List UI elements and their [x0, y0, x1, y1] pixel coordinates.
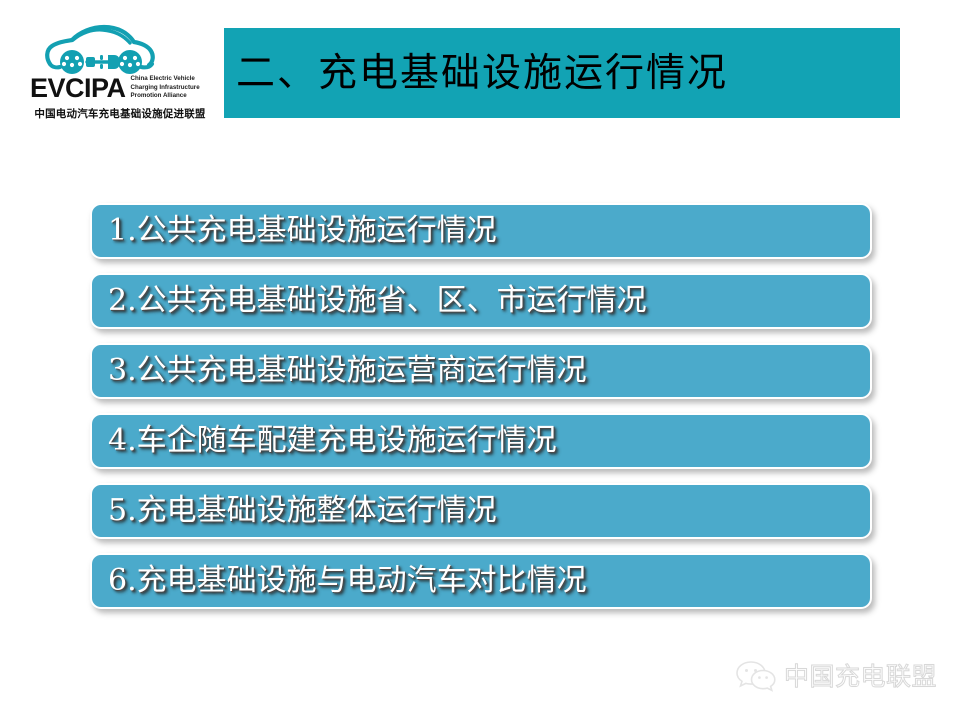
logo-wordmark: EVCIPA China Electric Vehicle Charging I…	[30, 74, 210, 102]
agenda-item-6[interactable]: 6.充电基础设施与电动汽车对比情况	[90, 553, 872, 609]
agenda-item-label: 4.车企随车配建充电设施运行情况	[108, 423, 557, 458]
agenda-item-label: 6.充电基础设施与电动汽车对比情况	[108, 563, 587, 598]
logo-subtitle-chinese: 中国电动汽车充电基础设施促进联盟	[34, 108, 206, 120]
agenda-item-label: 5.充电基础设施整体运行情况	[108, 493, 497, 528]
agenda-item-4[interactable]: 4.车企随车配建充电设施运行情况	[90, 413, 872, 469]
agenda-item-label: 1.公共充电基础设施运行情况	[108, 213, 497, 248]
agenda-item-3[interactable]: 3.公共充电基础设施运营商运行情况	[90, 343, 872, 399]
page-title: 二、充电基础设施运行情况	[236, 50, 729, 96]
title-bar: 二、充电基础设施运行情况	[224, 28, 900, 118]
watermark-text: 中国充电联盟	[783, 661, 938, 691]
wechat-icon	[735, 658, 779, 694]
brand-logo: EVCIPA China Electric Vehicle Charging I…	[30, 24, 210, 126]
agenda-item-label: 3.公共充电基础设施运营商运行情况	[108, 353, 587, 388]
agenda-item-label: 2.公共充电基础设施省、区、市运行情况	[108, 283, 647, 318]
agenda-item-2[interactable]: 2.公共充电基础设施省、区、市运行情况	[90, 273, 872, 329]
agenda-list: 1.公共充电基础设施运行情况 2.公共充电基础设施省、区、市运行情况 3.公共充…	[90, 203, 872, 623]
logo-wordmark-text: EVCIPA	[30, 73, 126, 103]
logo-tagline: China Electric Vehicle Charging Infrastr…	[130, 75, 200, 100]
slide-header: EVCIPA China Electric Vehicle Charging I…	[0, 0, 960, 140]
agenda-item-5[interactable]: 5.充电基础设施整体运行情况	[90, 483, 872, 539]
ev-car-charging-logo-icon	[42, 24, 160, 76]
agenda-item-1[interactable]: 1.公共充电基础设施运行情况	[90, 203, 872, 259]
footer-watermark: 中国充电联盟	[735, 652, 950, 700]
